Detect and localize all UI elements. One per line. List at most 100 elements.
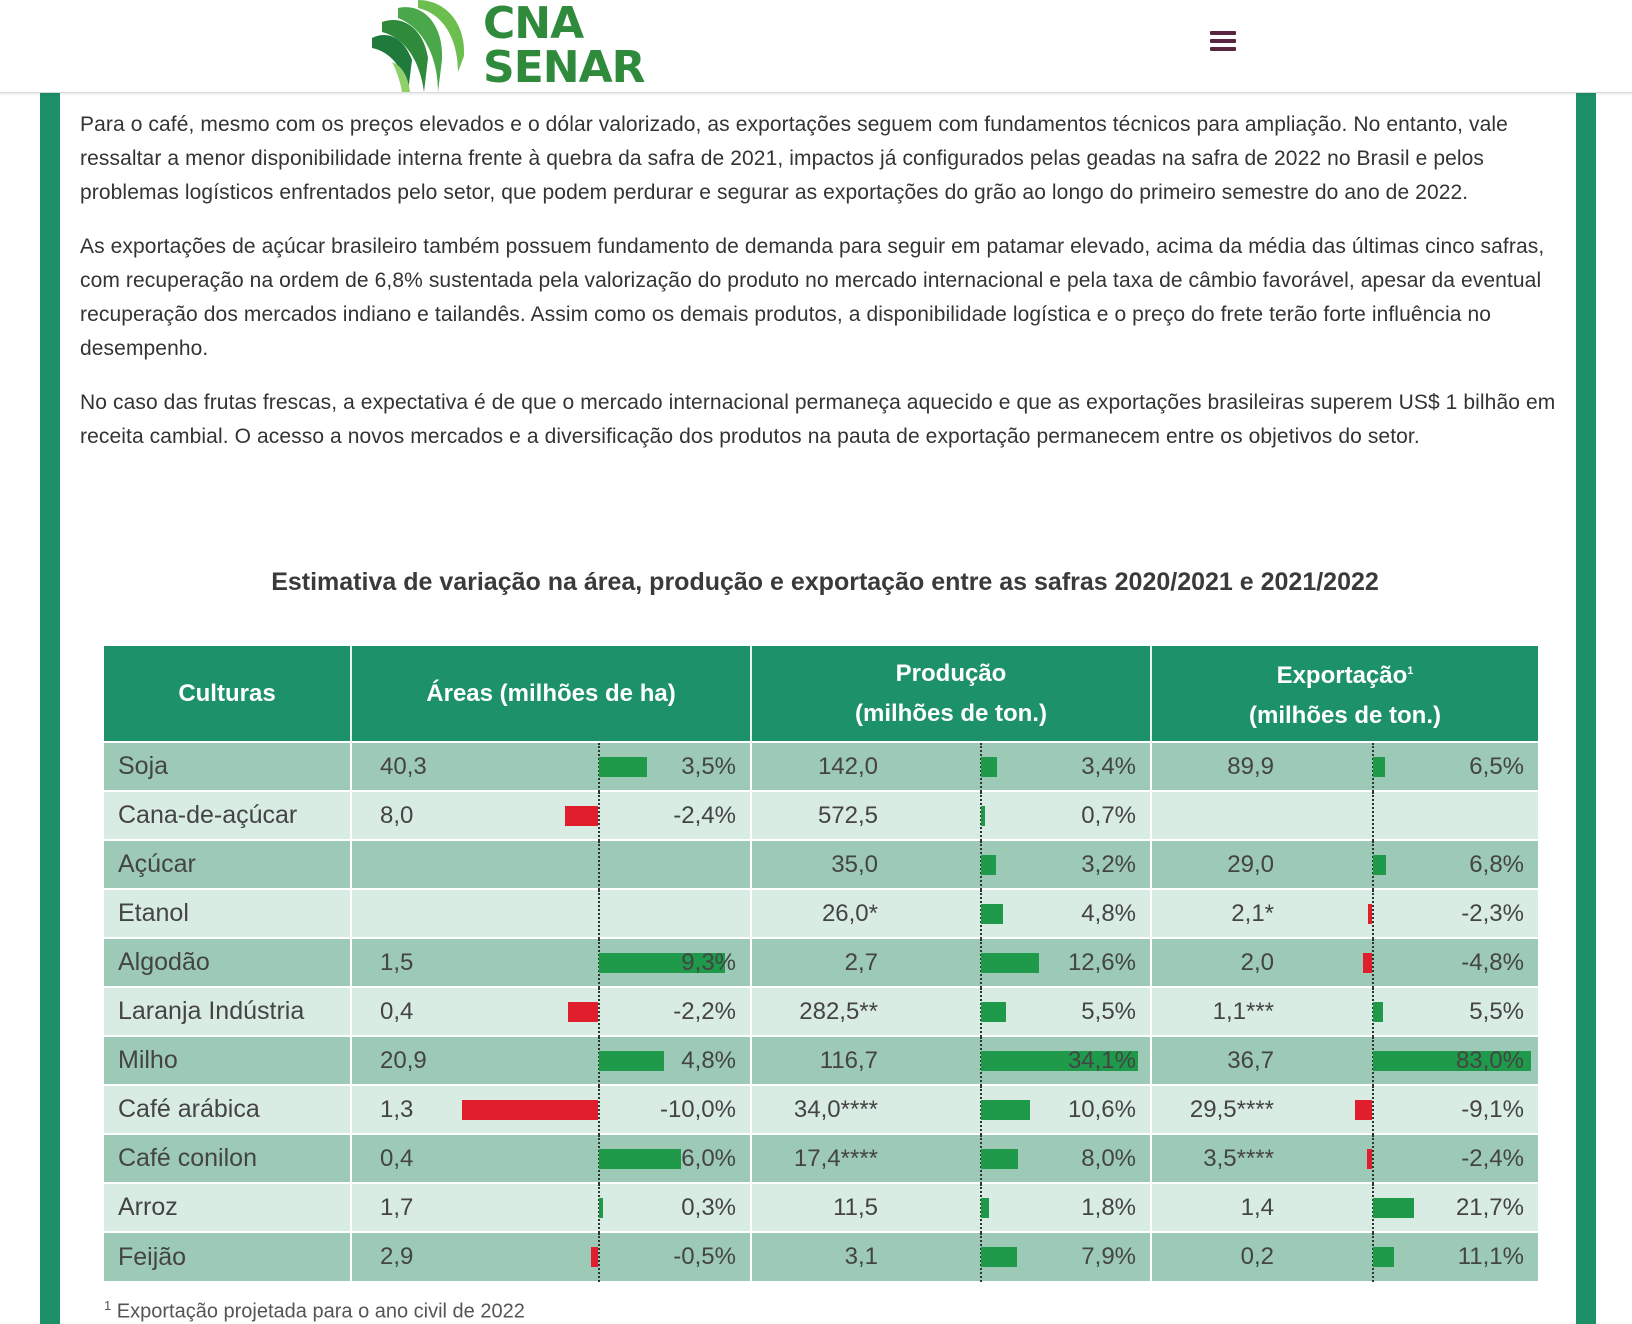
area-cell: 1,5 9,3% (351, 937, 752, 988)
prod-value: 3,1 (844, 1243, 878, 1270)
prod-variation-pct: 34,1% (1067, 1047, 1136, 1074)
prod-value: 34,0**** (793, 1096, 878, 1123)
zero-axis-line (598, 1233, 600, 1282)
prod-variation-pct: 1,8% (1081, 1194, 1136, 1221)
exp-value: 1,1*** (1212, 998, 1274, 1025)
table-row: Soja 40,3 3,5% 142,0 3,4% 89,9 6,5% (104, 741, 1538, 792)
area-value: 0,4 (380, 998, 414, 1025)
table-row: Etanol 26,0* 4,8% 2,1* -2,3% (104, 888, 1538, 939)
prod-value: 35,0 (831, 851, 878, 878)
variation-bar (1362, 953, 1372, 973)
culture-name: Café arábica (104, 1084, 352, 1134)
variation-bar (1354, 1100, 1372, 1120)
prod-cell: 34,0**** 10,6% (751, 1084, 1152, 1135)
area-cell (351, 888, 752, 939)
prod-variation-pct: 12,6% (1067, 949, 1136, 976)
exp-variation-pct: -4,8% (1461, 949, 1524, 976)
area-variation-pct: 9,3% (681, 949, 736, 976)
variation-bar (981, 904, 1004, 924)
prod-value: 11,5 (833, 1194, 878, 1221)
variation-bar (981, 806, 985, 826)
culture-name: Arroz (104, 1182, 352, 1232)
exp-cell: 36,7 83,0% (1151, 1035, 1538, 1086)
area-cell: 0,4 6,0% (351, 1133, 752, 1184)
zero-axis-line (598, 792, 600, 841)
prod-value: 572,5 (817, 802, 878, 829)
variation-bar (981, 1051, 1138, 1071)
prod-cell: 142,0 3,4% (751, 741, 1152, 792)
hamburger-menu-icon[interactable] (1208, 28, 1238, 58)
variation-bar (591, 1247, 598, 1267)
exp-variation-pct: 5,5% (1469, 998, 1524, 1025)
culture-name: Algodão (104, 937, 352, 987)
area-variation-pct: -10,0% (659, 1096, 736, 1123)
exp-variation-pct: 6,5% (1469, 753, 1524, 780)
header-production-line1: Produção (895, 659, 1007, 687)
exp-variation-pct: -2,4% (1461, 1145, 1524, 1172)
variation-bar (981, 1100, 1030, 1120)
footnote-text: Exportação projetada para o ano civil de… (116, 1300, 525, 1323)
variation-bar (599, 953, 726, 973)
zero-axis-line (598, 841, 600, 890)
prod-cell: 116,7 34,1% (751, 1035, 1152, 1086)
prod-value: 116,7 (819, 1047, 878, 1074)
prod-cell: 35,0 3,2% (751, 839, 1152, 890)
exp-value: 3,5**** (1203, 1145, 1274, 1172)
exp-variation-pct: -9,1% (1461, 1096, 1524, 1123)
culture-name: Café conilon (104, 1133, 352, 1183)
culture-name: Soja (104, 741, 352, 791)
variation-bar (462, 1100, 598, 1120)
exp-value: 1,4 (1240, 1194, 1274, 1221)
content-frame-left (40, 93, 60, 1324)
exp-cell: 0,2 11,1% (1151, 1231, 1538, 1282)
table-row: Milho 20,9 4,8% 116,7 34,1% 36,7 83,0% (104, 1035, 1538, 1086)
table-row: Algodão 1,5 9,3% 2,7 12,6% 2,0 -4,8% (104, 937, 1538, 988)
variation-bar (599, 1198, 604, 1218)
exp-cell: 89,9 6,5% (1151, 741, 1538, 792)
variation-bar (599, 1149, 681, 1169)
area-cell: 2,9 -0,5% (351, 1231, 752, 1282)
area-cell: 0,4 -2,2% (351, 986, 752, 1037)
prod-cell: 11,5 1,8% (751, 1182, 1152, 1233)
table-row: Café conilon 0,4 6,0% 17,4**** 8,0% 3,5**** -2… (104, 1133, 1538, 1184)
prod-cell: 26,0* 4,8% (751, 888, 1152, 939)
area-cell: 20,9 4,8% (351, 1035, 752, 1086)
header-export: Exportação1 (milhões de ton.) (1151, 646, 1538, 742)
exp-variation-pct: -2,3% (1461, 900, 1524, 927)
zero-axis-line (1372, 1135, 1374, 1184)
area-variation-pct: -2,2% (673, 998, 736, 1025)
variation-bar (1367, 904, 1372, 924)
table-row: Arroz 1,7 0,3% 11,5 1,8% 1,4 21,7% (104, 1182, 1538, 1233)
table-row: Cana-de-açúcar 8,0 -2,4% 572,5 0,7% (104, 790, 1538, 841)
prod-variation-pct: 3,2% (1081, 851, 1136, 878)
zero-axis-line (598, 890, 600, 939)
header-export-line2: (milhões de ton.) (1249, 702, 1441, 729)
cna-senar-logo[interactable]: CNA SENAR (368, 0, 646, 93)
exp-variation-pct: 21,7% (1455, 1194, 1524, 1221)
prod-variation-pct: 7,9% (1081, 1243, 1136, 1270)
zero-axis-line (1372, 1086, 1374, 1135)
culture-name: Açúcar (104, 839, 352, 889)
exp-value: 29,5**** (1189, 1096, 1274, 1123)
variation-bar (981, 1198, 990, 1218)
exp-value: 36,7 (1227, 1047, 1274, 1074)
paragraph-sugar: As exportações de açúcar brasileiro tamb… (80, 235, 1545, 360)
leaf-emblem-icon (372, 0, 465, 93)
variation-bar (1373, 1198, 1415, 1218)
variation-bar (599, 757, 647, 777)
exp-cell: 29,0 6,8% (1151, 839, 1538, 890)
prod-variation-pct: 4,8% (1081, 900, 1136, 927)
culture-name: Feijão (104, 1231, 352, 1281)
variation-bar (565, 806, 598, 826)
crop-variation-table: Culturas Áreas (milhões de ha) Produção … (104, 646, 1538, 1282)
area-value: 1,3 (380, 1096, 414, 1123)
header-areas: Áreas (milhões de ha) (351, 646, 752, 742)
zero-axis-line (1372, 890, 1374, 939)
footnote-mark: 1 (104, 1298, 112, 1313)
area-value (380, 841, 440, 888)
area-variation-pct: -0,5% (673, 1243, 736, 1270)
variation-bar (1373, 855, 1386, 875)
exp-variation-pct: 11,1% (1457, 1243, 1524, 1270)
area-cell (351, 839, 752, 890)
exp-cell: 3,5**** -2,4% (1151, 1133, 1538, 1184)
